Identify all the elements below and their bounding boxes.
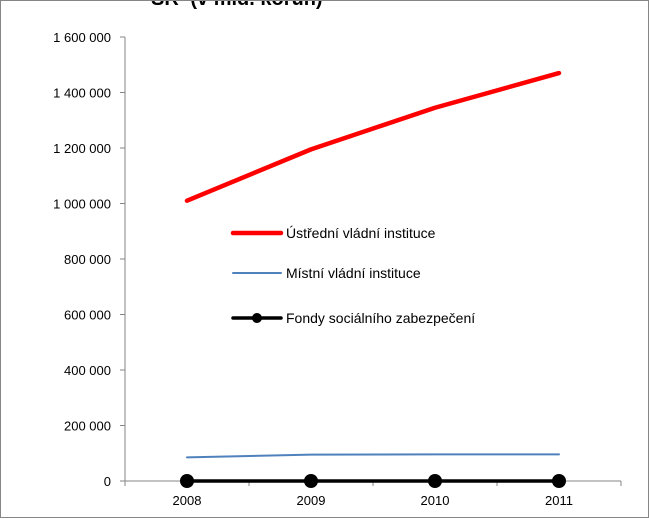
legend-item: Místní vládní instituce [232, 265, 421, 281]
legend-item: Ústřední vládní instituce [230, 225, 436, 241]
legend-label: Ústřední vládní instituce [286, 225, 436, 241]
y-tick-label: 600 000 [64, 308, 111, 323]
y-tick-label: 1 600 000 [53, 30, 111, 45]
legend: Ústřední vládní instituce Místní vládní i… [230, 225, 475, 326]
series-line [186, 453, 560, 459]
y-tick-label: 200 000 [64, 419, 111, 434]
y-tick-label: 800 000 [64, 252, 111, 267]
y-tick-label: 1 400 000 [53, 86, 111, 101]
series-layer [180, 70, 566, 488]
chart-title-main: SR [151, 1, 179, 10]
legend-item: Fondy sociálního zabezpečení [231, 310, 475, 326]
y-tick-label: 400 000 [64, 363, 111, 378]
x-tick-label: 2008 [173, 493, 202, 508]
x-tick-label: 2011 [545, 493, 573, 508]
legend-label: Místní vládní instituce [286, 265, 421, 281]
data-point-marker [304, 474, 318, 488]
series-line [184, 70, 562, 203]
series-1 [186, 453, 560, 459]
y-tick-label: 1 200 000 [53, 141, 111, 156]
series-2 [180, 474, 566, 488]
legend-label: Fondy sociálního zabezpečení [286, 310, 475, 326]
chart-title: SR (v mld. korun) [151, 1, 323, 10]
legend-marker [252, 313, 262, 323]
data-point-marker [428, 474, 442, 488]
data-point-marker [552, 474, 566, 488]
data-point-marker [180, 474, 194, 488]
chart-title-sub: (v mld. korun) [190, 1, 322, 10]
series-0 [184, 70, 562, 203]
axes: 0 200 000 400 000 600 000 800 000 1 000 000 1 … [53, 30, 622, 508]
x-tick-label: 2010 [421, 493, 450, 508]
x-tick-label: 2009 [297, 493, 326, 508]
y-tick-label: 0 [104, 474, 111, 489]
y-tick-label: 1 000 000 [53, 197, 111, 212]
